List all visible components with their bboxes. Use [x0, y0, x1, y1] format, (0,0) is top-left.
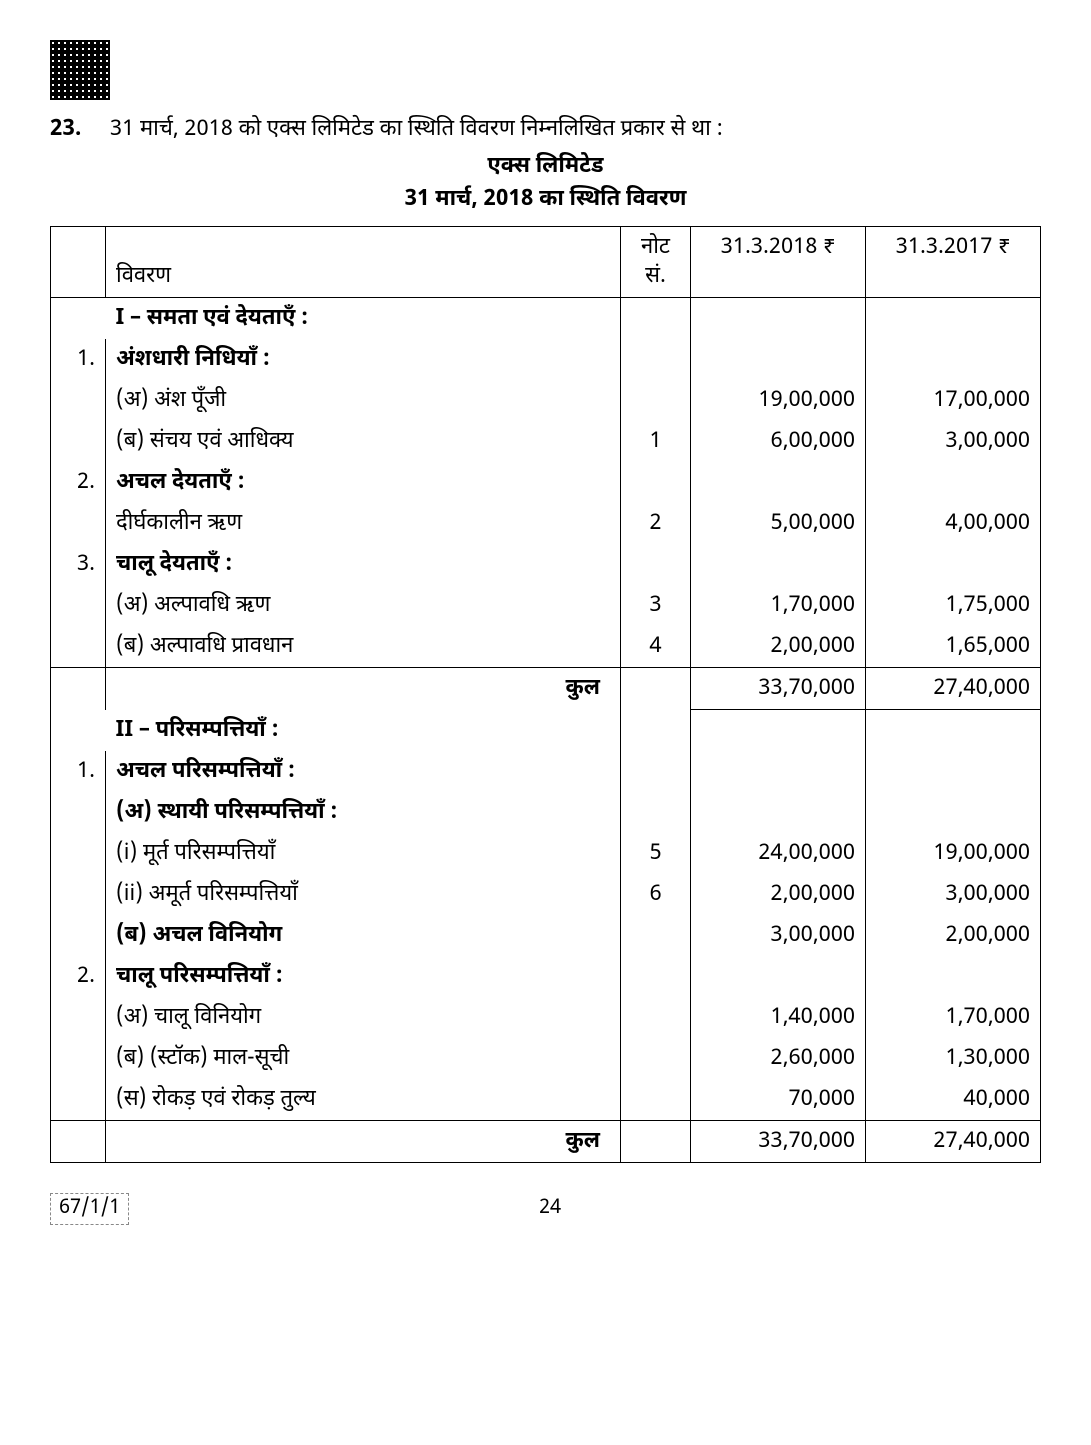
table-row: (ब) संचय एवं आधिक्य 1 6,00,000 3,00,000 [51, 421, 1041, 462]
page-footer: 67/1/1 24 [50, 1193, 1041, 1225]
table-row: (स) रोकड़ एवं रोकड़ तुल्य 70,000 40,000 [51, 1079, 1041, 1121]
header-particulars: विवरण [106, 227, 621, 298]
table-row: (अ) अंश पूँजी 19,00,000 17,00,000 [51, 380, 1041, 421]
paper-code: 67/1/1 [50, 1193, 129, 1225]
total-row-1: कुल 33,70,000 27,40,000 [51, 668, 1041, 710]
header-2018: 31.3.2018 ₹ [691, 227, 866, 298]
table-row: 2. चालू परिसम्पत्तियाँ : [51, 956, 1041, 997]
table-row: 1. अचल परिसम्पत्तियाँ : [51, 751, 1041, 792]
question-line: 23. 31 मार्च, 2018 को एक्स लिमिटेड का स्… [50, 115, 1041, 144]
table-row: (ब) अल्पावधि प्रावधान 4 2,00,000 1,65,00… [51, 626, 1041, 668]
table-row: (i) मूर्त परिसम्पत्तियाँ 5 24,00,000 19,… [51, 833, 1041, 874]
table-row: 2. अचल देयताएँ : [51, 462, 1041, 503]
qr-code-icon [50, 40, 110, 100]
page-number: 24 [539, 1196, 561, 1222]
table-row: (ii) अमूर्त परिसम्पत्तियाँ 6 2,00,000 3,… [51, 874, 1041, 915]
table-header-row: विवरण नोट सं. 31.3.2018 ₹ 31.3.2017 ₹ [51, 227, 1041, 298]
header-2017: 31.3.2017 ₹ [866, 227, 1041, 298]
table-row: (ब) (स्टॉक) माल-सूची 2,60,000 1,30,000 [51, 1038, 1041, 1079]
company-name: एक्स लिमिटेड [50, 152, 1041, 181]
question-number: 23. [50, 115, 110, 144]
table-row: 1. अंशधारी निधियाँ : [51, 339, 1041, 380]
section-2-label: II – परिसम्पत्तियाँ : [106, 710, 621, 751]
balance-sheet-table: विवरण नोट सं. 31.3.2018 ₹ 31.3.2017 ₹ I … [50, 226, 1041, 1163]
table-row: (अ) स्थायी परिसम्पत्तियाँ : [51, 792, 1041, 833]
header-note: नोट सं. [621, 227, 691, 298]
statement-title: 31 मार्च, 2018 का स्थिति विवरण [50, 185, 1041, 214]
total-row-2: कुल 33,70,000 27,40,000 [51, 1120, 1041, 1162]
section-assets: II – परिसम्पत्तियाँ : [51, 710, 1041, 751]
table-row: 3. चालू देयताएँ : [51, 544, 1041, 585]
question-text: 31 मार्च, 2018 को एक्स लिमिटेड का स्थिति… [110, 115, 1041, 144]
section-equity-liabilities: I – समता एवं देयताएँ : [51, 298, 1041, 340]
table-row: (अ) चालू विनियोग 1,40,000 1,70,000 [51, 997, 1041, 1038]
table-row: (अ) अल्पावधि ऋण 3 1,70,000 1,75,000 [51, 585, 1041, 626]
table-row: (ब) अचल विनियोग 3,00,000 2,00,000 [51, 915, 1041, 956]
section-1-label: I – समता एवं देयताएँ : [106, 298, 621, 340]
table-row: दीर्घकालीन ऋण 2 5,00,000 4,00,000 [51, 503, 1041, 544]
